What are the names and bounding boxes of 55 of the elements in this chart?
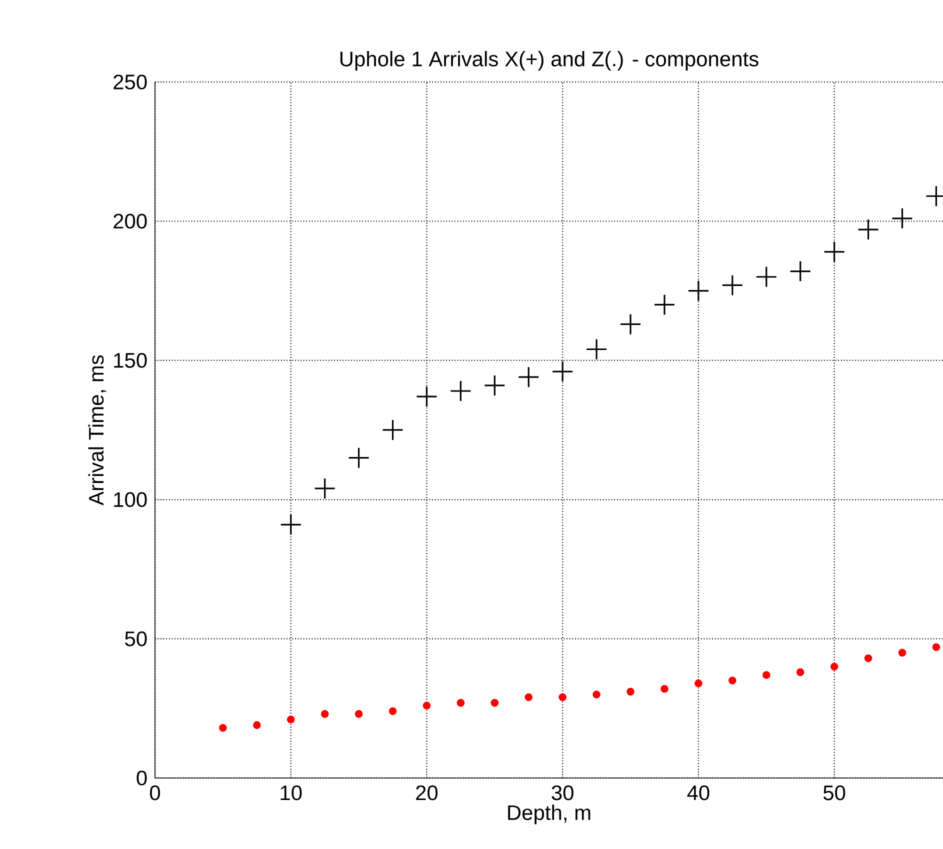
point: [790, 261, 810, 282]
point: [314, 478, 335, 498]
point: [898, 648, 906, 657]
point: [660, 684, 668, 693]
x-tick-label: 20: [416, 785, 438, 800]
point: [286, 716, 295, 724]
point: [722, 275, 742, 296]
y-tick-label: 150: [114, 352, 147, 368]
point: [518, 367, 539, 388]
point: [552, 362, 573, 382]
y-tick-label: 0: [136, 770, 147, 786]
point: [388, 707, 397, 716]
point: [626, 688, 634, 696]
x-tick-label: 10: [280, 785, 302, 800]
point: [280, 514, 301, 535]
point: [830, 662, 838, 671]
point: [320, 710, 329, 718]
x-axis-title: Depth, m: [508, 804, 590, 824]
point: [253, 721, 261, 729]
chart-title: Uphole 1 Arrivals X(+) and Z(.) - components: [340, 51, 758, 71]
point: [688, 280, 708, 301]
x-tick-label: 50: [823, 785, 846, 800]
point: [620, 314, 641, 334]
y-tick-label: 50: [125, 631, 147, 646]
point: [524, 693, 533, 702]
y-tick-label: 250: [114, 74, 147, 90]
point: [592, 690, 600, 698]
point: [456, 698, 465, 707]
x-tick-label: 30: [552, 785, 574, 800]
y-axis-title: Arrival Time, ms: [88, 355, 106, 506]
point: [490, 698, 499, 707]
point: [354, 710, 363, 718]
point: [796, 668, 804, 676]
point: [756, 266, 776, 287]
x-tick-label: 0: [150, 785, 160, 800]
point: [824, 242, 844, 262]
point: [892, 208, 912, 228]
point: [864, 654, 872, 662]
y-tick-label: 100: [114, 492, 147, 508]
point: [450, 381, 471, 402]
point: [382, 420, 403, 440]
point: [484, 375, 505, 396]
point: [586, 339, 607, 360]
point: [728, 676, 736, 684]
point: [219, 724, 227, 732]
point: [558, 693, 566, 702]
point: [858, 220, 878, 240]
point: [654, 294, 674, 315]
point: [348, 448, 369, 468]
point: [762, 671, 770, 679]
point: [694, 679, 702, 688]
point: [422, 702, 431, 710]
point: [416, 386, 437, 407]
y-tick-label: 200: [114, 214, 147, 229]
x-tick-label: 40: [687, 785, 710, 800]
